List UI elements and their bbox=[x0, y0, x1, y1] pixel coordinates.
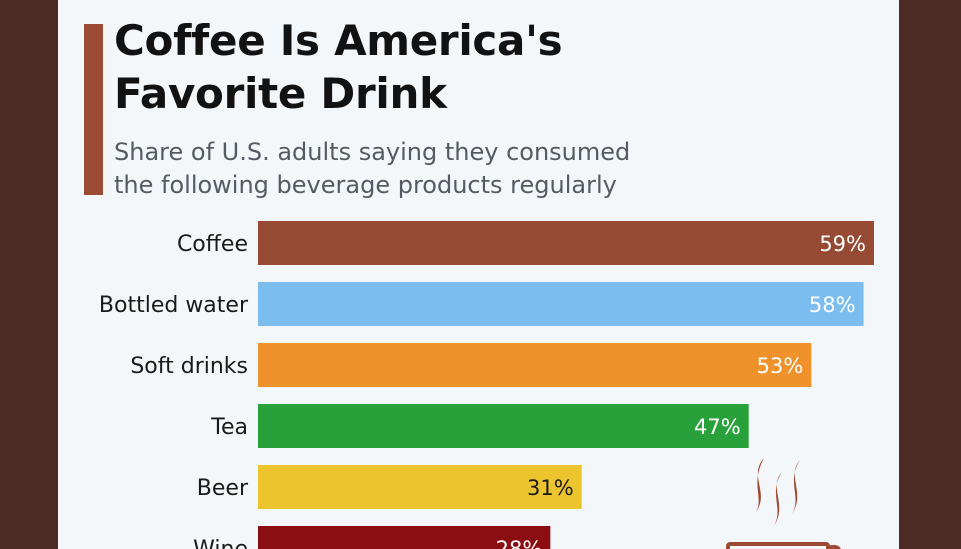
value-label: 47% bbox=[694, 415, 741, 439]
bar-soft-drinks bbox=[258, 343, 812, 387]
category-label: Bottled water bbox=[99, 293, 249, 318]
chart-title: Coffee Is America's Favorite Drink bbox=[114, 14, 754, 120]
chart-subtitle: Share of U.S. adults saying they consume… bbox=[114, 136, 754, 202]
value-label: 28% bbox=[496, 537, 543, 549]
bar-chart: Coffee 59% Bottled water 58% Soft drinks 53% T… bbox=[99, 221, 874, 549]
subtitle-line-2: the following beverage products regularl… bbox=[114, 171, 617, 199]
value-label: 59% bbox=[819, 232, 866, 256]
background-left bbox=[0, 0, 58, 549]
bars-group: Coffee 59% Bottled water 58% Soft drinks 53% T… bbox=[99, 221, 874, 549]
background-right bbox=[899, 0, 961, 549]
title-line-1: Coffee Is America's bbox=[114, 16, 563, 65]
value-label: 53% bbox=[757, 354, 804, 378]
infographic-card: Coffee Is America's Favorite Drink Share… bbox=[58, 0, 899, 549]
category-label: Tea bbox=[210, 415, 248, 440]
category-label: Soft drinks bbox=[130, 354, 248, 379]
bar-bottled-water bbox=[258, 282, 864, 326]
bar-tea bbox=[258, 404, 749, 448]
bar-wine bbox=[258, 526, 551, 549]
title-accent-bar bbox=[84, 24, 103, 195]
title-line-2: Favorite Drink bbox=[114, 69, 447, 118]
category-label: Beer bbox=[197, 476, 249, 501]
value-label: 58% bbox=[809, 293, 856, 317]
category-label: Wine bbox=[193, 537, 248, 549]
category-label: Coffee bbox=[177, 232, 248, 257]
value-label: 31% bbox=[527, 476, 574, 500]
bar-beer bbox=[258, 465, 582, 509]
coffee-cup-icon bbox=[726, 458, 841, 549]
bar-coffee bbox=[258, 221, 874, 265]
subtitle-line-1: Share of U.S. adults saying they consume… bbox=[114, 138, 631, 166]
